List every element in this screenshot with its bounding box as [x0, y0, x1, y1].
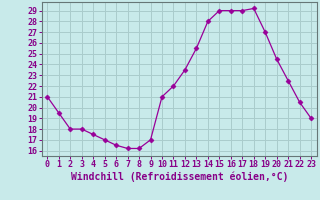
X-axis label: Windchill (Refroidissement éolien,°C): Windchill (Refroidissement éolien,°C) — [70, 172, 288, 182]
